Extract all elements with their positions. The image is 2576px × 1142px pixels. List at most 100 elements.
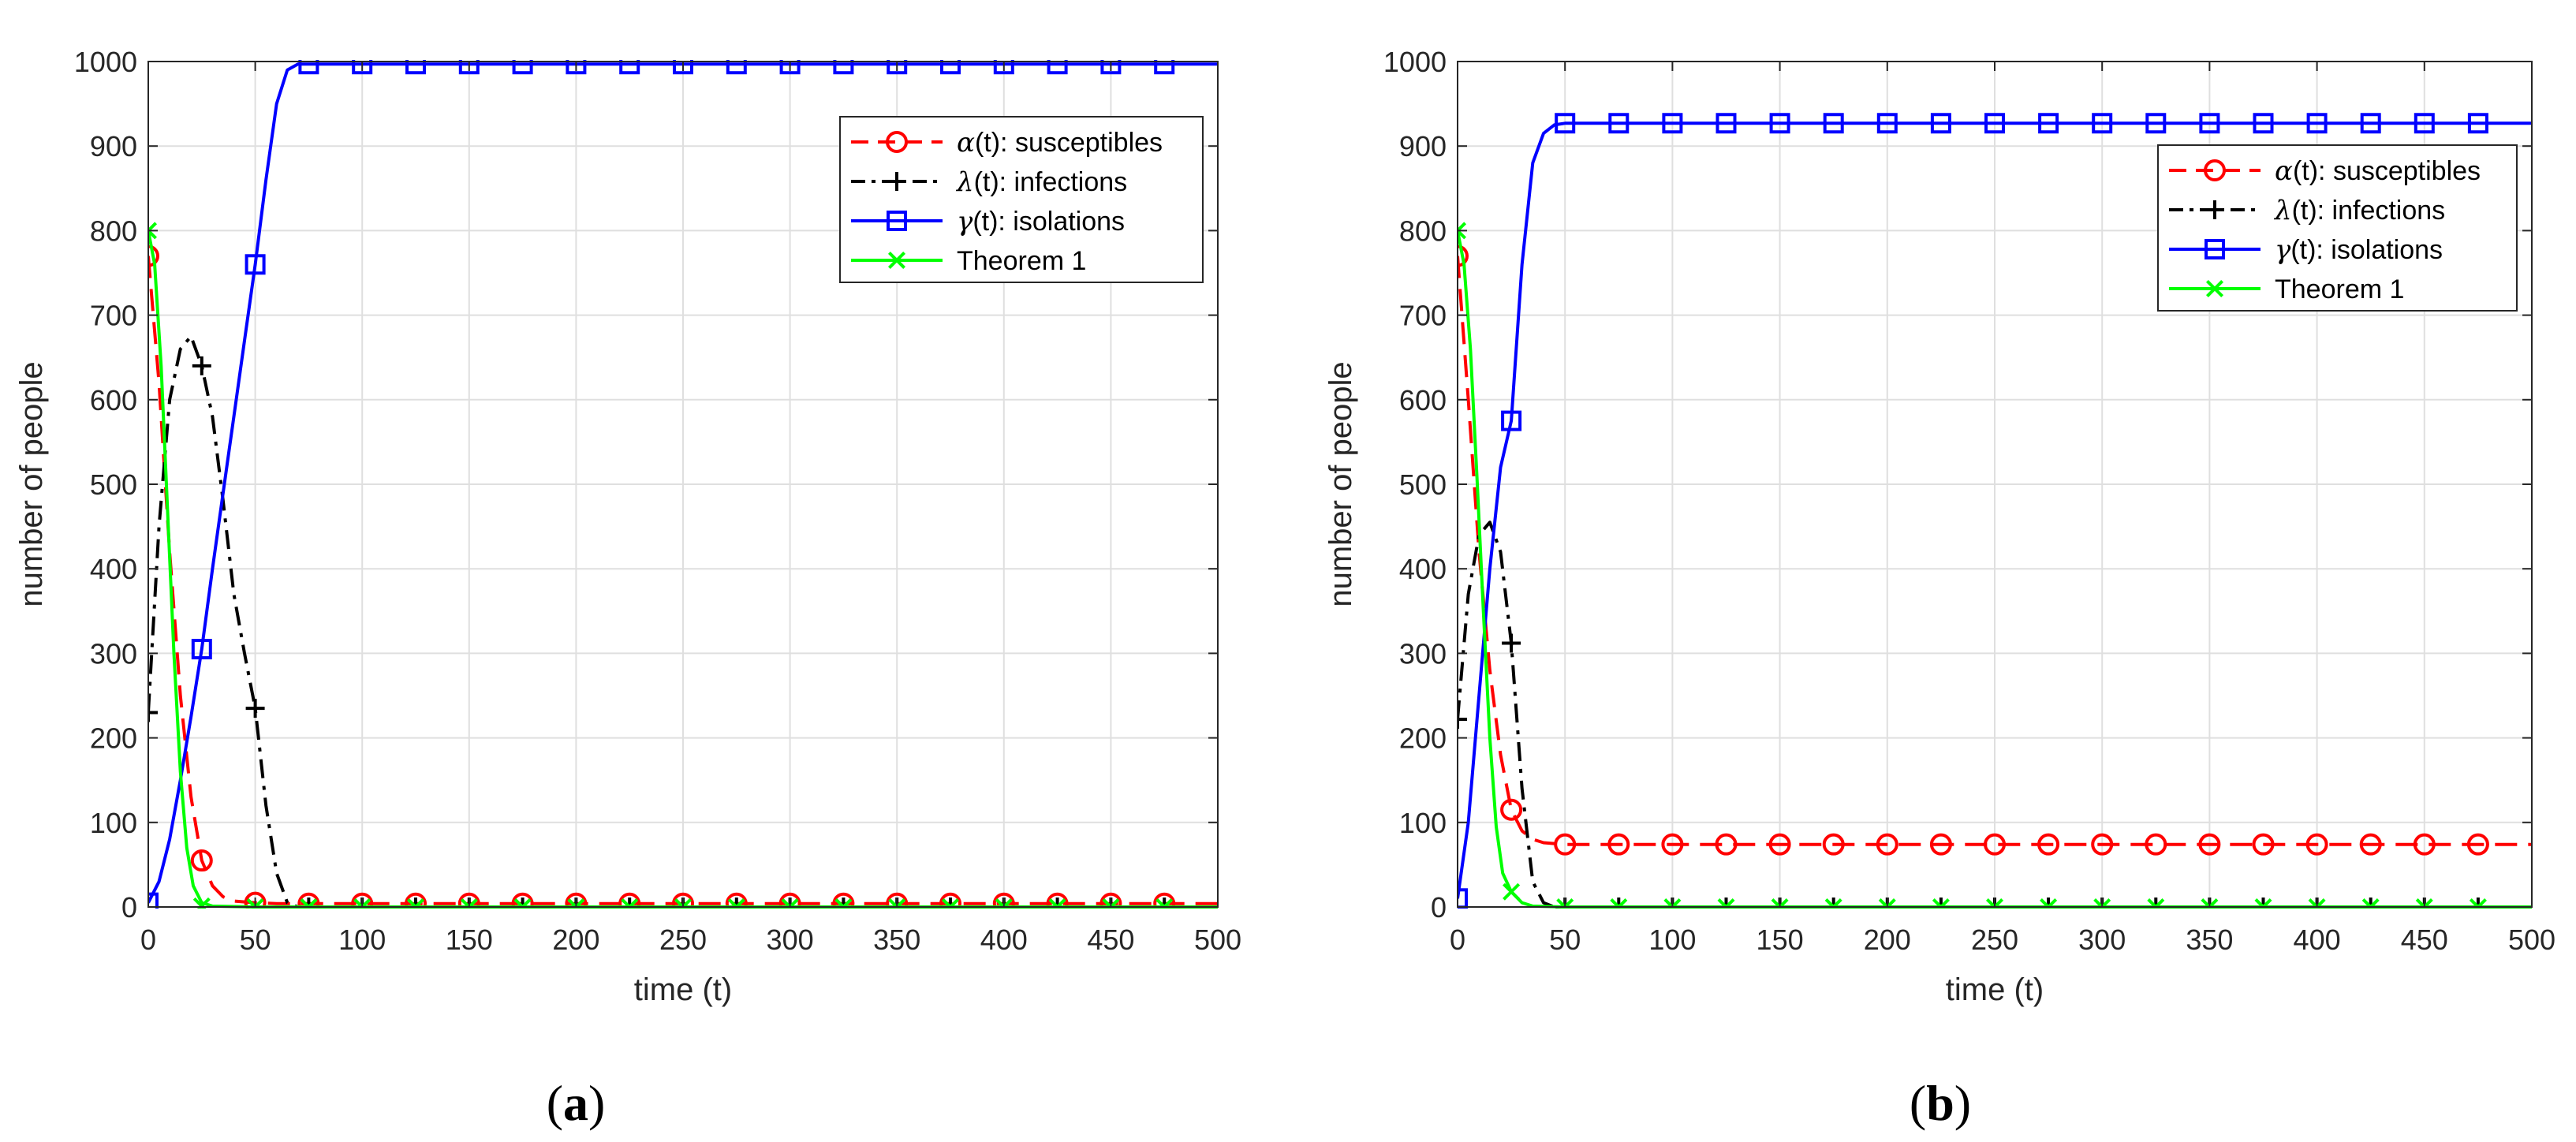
data-point-t-susceptibles: [457, 892, 480, 909]
data-point-t-isolations: [148, 892, 159, 909]
y-tick-label: 0: [1431, 891, 1447, 924]
panel-label-open: (: [1910, 1075, 1926, 1131]
x-axis-title: time (t): [1946, 972, 2044, 1007]
data-point-t-susceptibles: [2037, 833, 2060, 856]
data-point-t-isolations: [833, 60, 854, 75]
legend-text: (t): isolations: [2290, 235, 2443, 265]
y-tick-label: 600: [90, 384, 137, 416]
data-point-t-susceptibles: [1458, 244, 1469, 267]
panel-label-open: (: [547, 1075, 563, 1131]
data-point-t-isolations: [2306, 113, 2328, 134]
x-tick-label: 500: [1194, 924, 1241, 956]
y-tick-label: 300: [1399, 637, 1447, 670]
legend-symbol: α: [957, 127, 975, 159]
y-tick-label: 0: [121, 891, 137, 924]
data-point-t-isolations: [940, 60, 961, 75]
data-point-t-susceptibles: [148, 244, 159, 267]
legend-text: (t): susceptibles: [975, 128, 1163, 158]
legend-label-t-susceptibles: α(t): susceptibles: [957, 127, 1163, 159]
data-point-t-isolations: [1769, 113, 1790, 134]
data-point-t-isolations: [673, 60, 693, 75]
x-tick-label: 50: [240, 924, 271, 956]
data-point-t-isolations: [1823, 113, 1844, 134]
legend-label-t-isolations: γ(t): isolations: [957, 206, 1125, 237]
data-point-t-susceptibles: [1715, 833, 1738, 856]
data-point-t-susceptibles: [992, 892, 1015, 909]
data-point-t-susceptibles: [351, 892, 374, 909]
data-point-t-susceptibles: [832, 892, 855, 909]
legend-marker-t-infections: [2205, 200, 2224, 219]
data-point-t-susceptibles: [1984, 833, 2006, 856]
data-point-t-isolations: [2038, 113, 2059, 134]
legend-label-theorem-1: Theorem 1: [2275, 274, 2404, 304]
x-tick-label: 300: [2078, 924, 2126, 956]
panel-label-letter: a: [563, 1075, 588, 1131]
data-point-t-isolations: [245, 254, 266, 275]
data-point-t-isolations: [726, 60, 747, 75]
legend-marker-t-susceptibles: [2204, 159, 2226, 181]
y-tick-label: 200: [1399, 722, 1447, 755]
legend-marker-t-isolations: [887, 211, 907, 231]
legend-label-theorem-1: Theorem 1: [957, 246, 1086, 276]
data-point-t-susceptibles: [1768, 833, 1791, 856]
x-tick-label: 150: [446, 924, 493, 956]
x-tick-label: 400: [2294, 924, 2341, 956]
data-point-t-isolations: [2092, 113, 2113, 134]
legend-symbol: γ: [957, 206, 973, 237]
legend-text: Theorem 1: [2275, 274, 2404, 304]
x-tick-label: 350: [873, 924, 920, 956]
data-point-t-susceptibles: [1607, 833, 1630, 856]
y-axis-title: number of people: [1323, 361, 1358, 606]
panel-label-close: ): [1954, 1075, 1971, 1131]
legend-marker-theorem-1: [887, 251, 906, 270]
panel-a: 0 50 100 150 200 250 300 350 400 450 500 0 100 200 300…: [14, 46, 1241, 1131]
x-tick-label: 250: [659, 924, 707, 956]
legend-text: (t): infections: [974, 167, 1128, 197]
data-point-t-susceptibles: [2198, 833, 2221, 856]
data-point-t-isolations: [352, 60, 373, 75]
x-tick-label: 200: [552, 924, 599, 956]
x-tick-label: 150: [1757, 924, 1804, 956]
y-tick-label: 100: [90, 807, 137, 839]
y-tick-label: 400: [1399, 553, 1447, 585]
data-point-theorem-1: [192, 897, 211, 909]
y-tick-label: 200: [90, 722, 137, 755]
data-point-t-susceptibles: [778, 892, 801, 909]
y-axis-title: number of people: [14, 361, 49, 606]
data-point-t-isolations: [1984, 113, 2005, 134]
data-point-t-infections: [192, 356, 211, 375]
y-tick-label: 500: [1399, 468, 1447, 501]
data-point-theorem-1: [1458, 222, 1467, 240]
legend-label-t-isolations: γ(t): isolations: [2275, 234, 2443, 266]
x-tick-label: 250: [1971, 924, 2018, 956]
data-point-t-isolations: [2253, 113, 2274, 134]
data-point-theorem-1: [148, 222, 158, 240]
series-line-t-infections: [1458, 521, 2532, 909]
y-tick-label: 100: [1399, 807, 1447, 839]
series-line-t-isolations: [148, 62, 1218, 904]
data-point-t-susceptibles: [1661, 833, 1684, 856]
data-point-t-isolations: [191, 639, 212, 660]
data-point-t-isolations: [566, 60, 587, 75]
data-point-t-susceptibles: [244, 891, 267, 909]
legend-text: (t): infections: [2292, 196, 2446, 226]
y-tick-label: 1000: [74, 46, 137, 78]
panel-label-close: ): [588, 1075, 605, 1131]
data-point-t-susceptibles: [1822, 833, 1845, 856]
data-point-t-susceptibles: [618, 892, 641, 909]
data-point-t-isolations: [512, 60, 533, 75]
data-point-t-susceptibles: [1500, 798, 1523, 821]
y-tick-label: 600: [1399, 384, 1447, 416]
data-point-t-isolations: [405, 60, 426, 75]
legend-symbol: λ: [955, 166, 974, 198]
data-point-t-infections: [1458, 710, 1467, 730]
x-tick-label: 500: [2508, 924, 2555, 956]
data-point-t-infections: [148, 703, 158, 722]
series-line-t-susceptibles: [1458, 256, 2532, 846]
y-tick-label: 700: [1399, 300, 1447, 332]
legend-text: Theorem 1: [957, 246, 1086, 276]
legend-label-t-infections: λ(t): infections: [955, 166, 1127, 198]
data-point-t-isolations: [1876, 113, 1898, 134]
data-point-t-susceptibles: [2413, 833, 2436, 856]
